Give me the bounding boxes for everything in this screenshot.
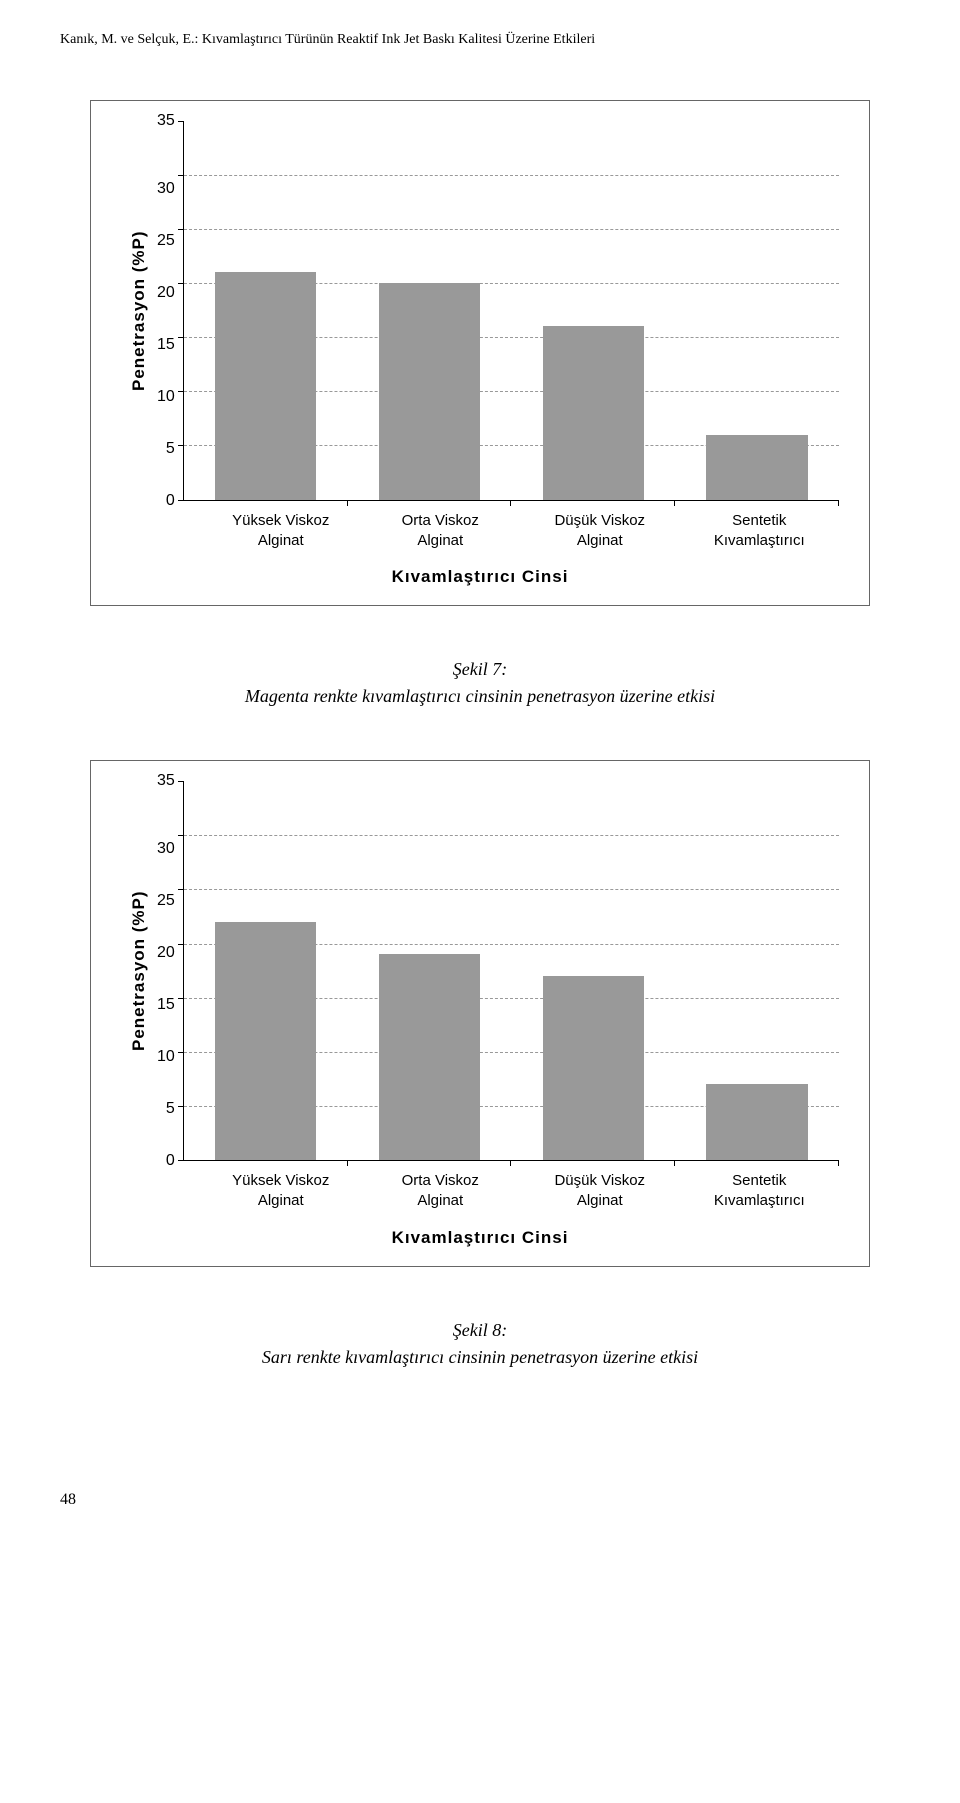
bar-orta-viskoz	[348, 121, 512, 500]
x-axis-title: Kıvamlaştırıcı Cinsi	[121, 567, 839, 587]
y-tick: 25	[157, 233, 175, 249]
bar-orta-viskoz	[348, 781, 512, 1160]
y-tick: 10	[157, 1049, 175, 1065]
x-axis-labels: Yüksek ViskozAlginat Orta ViskozAlginat …	[201, 1171, 839, 1212]
y-tick: 20	[157, 945, 175, 961]
x-axis-title: Kıvamlaştırıcı Cinsi	[121, 1228, 839, 1248]
x-label: Yüksek ViskozAlginat	[201, 511, 361, 552]
page-header: Kanık, M. ve Selçuk, E.: Kıvamlaştırıcı …	[60, 30, 900, 50]
chart-penetration-sari: Penetrasyon (%P) 35 30 25 20 15 10 5 0	[90, 760, 870, 1267]
y-axis-ticks: 35 30 25 20 15 10 5 0	[157, 121, 183, 501]
y-axis-label: Penetrasyon (%P)	[121, 121, 157, 501]
y-tick: 5	[166, 441, 175, 457]
x-label: Düşük ViskozAlginat	[520, 1171, 680, 1212]
y-tick: 25	[157, 893, 175, 909]
y-tick: 20	[157, 285, 175, 301]
y-tick: 30	[157, 181, 175, 197]
y-tick: 5	[166, 1101, 175, 1117]
figure-caption-8: Şekil 8: Sarı renkte kıvamlaştırıcı cins…	[60, 1317, 900, 1371]
chart-grid	[183, 781, 839, 1161]
y-tick: 0	[166, 493, 175, 509]
x-label: Orta ViskozAlginat	[361, 1171, 521, 1212]
bar-sentetik	[675, 781, 839, 1160]
y-tick: 15	[157, 997, 175, 1013]
bar-yuksek-viskoz	[184, 781, 348, 1160]
x-axis-labels: Yüksek ViskozAlginat Orta ViskozAlginat …	[201, 511, 839, 552]
y-axis-ticks: 35 30 25 20 15 10 5 0	[157, 781, 183, 1161]
chart-grid	[183, 121, 839, 501]
x-label: Yüksek ViskozAlginat	[201, 1171, 361, 1212]
page-number: 48	[60, 1491, 900, 1509]
figure-caption-7: Şekil 7: Magenta renkte kıvamlaştırıcı c…	[60, 656, 900, 710]
bar-yuksek-viskoz	[184, 121, 348, 500]
x-label: SentetikKıvamlaştırıcı	[680, 511, 840, 552]
bar-dusuk-viskoz	[511, 781, 675, 1160]
y-tick: 35	[157, 773, 175, 789]
y-tick: 35	[157, 113, 175, 129]
y-tick: 0	[166, 1153, 175, 1169]
chart-penetration-magenta: Penetrasyon (%P) 35 30 25 20 15 10 5 0	[90, 100, 870, 607]
x-label: Düşük ViskozAlginat	[520, 511, 680, 552]
y-tick: 15	[157, 337, 175, 353]
x-label: Orta ViskozAlginat	[361, 511, 521, 552]
y-tick: 30	[157, 841, 175, 857]
y-tick: 10	[157, 389, 175, 405]
bar-dusuk-viskoz	[511, 121, 675, 500]
bar-sentetik	[675, 121, 839, 500]
x-label: SentetikKıvamlaştırıcı	[680, 1171, 840, 1212]
y-axis-label: Penetrasyon (%P)	[121, 781, 157, 1161]
